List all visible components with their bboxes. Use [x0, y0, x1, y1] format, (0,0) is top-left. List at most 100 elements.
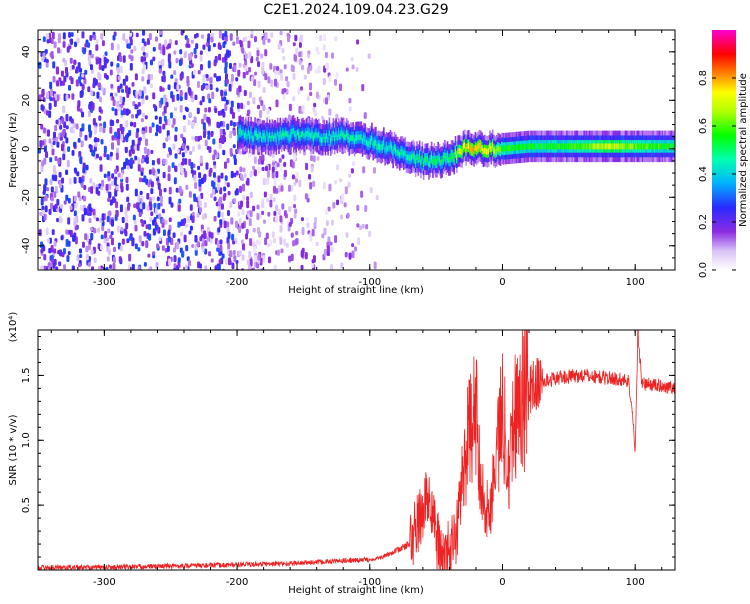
spectrogram-noise-cell [358, 225, 362, 231]
spectrogram-ridge-cell [392, 149, 394, 156]
spectrogram-noise-cell [163, 105, 167, 114]
spectrogram-noise-cell [330, 219, 334, 226]
spectrogram-noise-cell [280, 185, 284, 192]
spectrogram-noise-cell [178, 198, 182, 204]
spectrogram-ridge-cell [576, 143, 579, 150]
spectrogram-noise-cell [43, 254, 47, 261]
spectrogram-noise-cell [201, 214, 205, 220]
spectrogram-noise-cell [105, 237, 109, 242]
spectrogram-noise-cell [133, 121, 137, 128]
spectrogram-ridge-cell [440, 159, 442, 166]
spectrogram-noise-cell [146, 192, 150, 200]
spectrogram-noise-cell [262, 37, 266, 45]
spectrogram-noise-cell [325, 209, 329, 216]
spectrogram-noise-cell [93, 257, 97, 264]
spectrogram-noise-cell [207, 116, 211, 124]
spectrogram-noise-cell [173, 50, 177, 55]
spectrogram-noise-cell [218, 142, 222, 149]
spectrogram-noise-cell [67, 197, 71, 204]
spectrogram-noise-cell [293, 194, 297, 202]
spectrogram-noise-cell [146, 79, 150, 85]
spectrogram-noise-cell [43, 157, 47, 165]
spectrogram-noise-cell [207, 44, 211, 52]
spectrogram-noise-cell [292, 96, 296, 102]
spectrogram-noise-cell [98, 115, 102, 121]
spectrogram-ridge-cell [456, 154, 458, 160]
spectrogram-ridge-cell [562, 143, 564, 150]
spectrogram-noise-cell [65, 125, 69, 130]
spectrogram-ridge-cell [272, 135, 275, 142]
spectrogram-noise-cell [127, 203, 131, 211]
spectrogram-noise-cell [122, 96, 126, 103]
spectrogram-ridge-cell [519, 144, 522, 151]
spectrogram-noise-cell [148, 32, 152, 41]
spectrogram-noise-cell [162, 47, 166, 56]
spectrogram-ridge-cell [377, 143, 380, 150]
spectrogram-ridge-cell [534, 143, 536, 150]
spectrogram-ridge-cell [538, 143, 540, 150]
spectrogram-noise-cell [43, 144, 47, 153]
spectrogram-noise-cell [234, 237, 238, 245]
spectrogram-noise-cell [232, 240, 236, 245]
spectrogram-noise-cell [258, 240, 262, 246]
spectrogram-noise-cell [322, 181, 326, 190]
spectrogram-noise-cell [221, 212, 225, 218]
spectrogram-ridge-cell [237, 134, 239, 141]
spectrogram-noise-cell [111, 142, 115, 150]
spectrogram-noise-cell [138, 211, 142, 218]
spectrogram-noise-cell [267, 256, 271, 264]
spectrogram-noise-cell [221, 138, 225, 145]
spectrogram-noise-cell [104, 51, 108, 56]
spectrogram-noise-cell [369, 187, 373, 194]
spectrogram-noise-cell [162, 158, 166, 165]
spectrogram-noise-cell [222, 194, 226, 201]
spectrogram-noise-cell [200, 177, 204, 185]
spectrogram-noise-cell [49, 81, 53, 90]
spectrogram-ridge-cell [284, 130, 287, 137]
spectrogram-noise-cell [219, 219, 223, 225]
spectrogram-noise-cell [128, 264, 132, 270]
spectrogram-noise-cell [203, 173, 207, 181]
spectrogram-noise-cell [189, 204, 193, 211]
spectrogram-noise-cell [144, 126, 148, 133]
spectrogram-noise-cell [171, 162, 175, 168]
spectrogram-ridge-cell [669, 143, 672, 150]
spectrogram-ridge-cell [271, 132, 274, 138]
spectrogram-noise-cell [142, 112, 146, 118]
spectrogram-ridge-cell [444, 152, 446, 159]
spectrogram-ridge-cell [475, 146, 478, 152]
spectrogram-noise-cell [209, 77, 213, 84]
spectrogram-noise-cell [83, 184, 87, 191]
spectrogram-ridge-cell [420, 159, 422, 166]
spectrogram-noise-cell [113, 177, 117, 186]
spectrogram-noise-cell [240, 239, 244, 245]
spectrogram-noise-cell [221, 253, 225, 259]
spectrogram-noise-cell [170, 91, 174, 99]
spectrogram-noise-cell [321, 233, 325, 239]
spectrogram-noise-cell [148, 223, 152, 230]
spectrogram-ridge-cell [311, 130, 313, 137]
spectrogram-ridge-cell [393, 144, 396, 151]
spectrogram-noise-cell [98, 57, 102, 65]
spectrogram-noise-cell [98, 106, 102, 113]
spectrogram-noise-cell [121, 88, 125, 94]
spectrogram-noise-cell [181, 152, 185, 158]
spectrogram-noise-cell [185, 107, 189, 113]
spectrogram-noise-cell [148, 201, 152, 207]
spectrogram-noise-cell [222, 111, 226, 118]
spectrogram-noise-cell [103, 56, 107, 65]
spectrogram-noise-cell [290, 232, 294, 238]
spectrogram-noise-cell [41, 56, 45, 62]
spectrogram-ridge-cell [587, 143, 590, 150]
spectrogram-noise-cell [324, 51, 328, 59]
snr-x-tick-label: -300 [93, 577, 116, 588]
spectrogram-noise-cell [219, 244, 223, 252]
spectrogram-noise-cell [194, 136, 198, 142]
spectrogram-noise-cell [301, 247, 305, 254]
spectrogram-noise-cell [258, 267, 262, 270]
spectrogram-noise-cell [363, 112, 367, 120]
spectrogram-noise-cell [120, 127, 124, 135]
spectrogram-ridge-cell [303, 132, 306, 139]
spectrogram-noise-cell [189, 53, 193, 58]
